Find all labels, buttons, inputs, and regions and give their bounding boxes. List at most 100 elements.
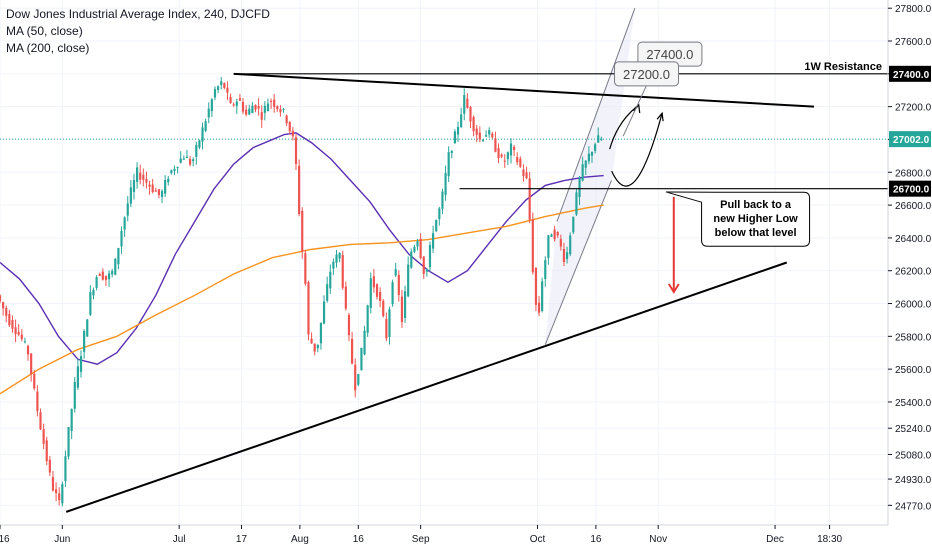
candle-body (294, 137, 298, 165)
callout-line (622, 85, 647, 137)
candle-body (425, 268, 428, 272)
candle-body (597, 135, 600, 143)
candle-body (248, 108, 251, 115)
price-tick-label: 26600.0 (895, 201, 932, 212)
candle-body (410, 251, 413, 268)
candle-body (45, 440, 48, 462)
candle-body (5, 307, 8, 316)
candle-body (188, 158, 192, 165)
candle-body (385, 318, 388, 339)
candle-body (403, 291, 407, 318)
time-axis-bg (0, 525, 932, 550)
chart-legend: Dow Jones Industrial Average Index, 240,… (6, 6, 270, 57)
price-tick-label: 24930.0 (895, 475, 932, 486)
candle-body (151, 184, 154, 193)
candle-body (64, 456, 67, 482)
candle-body (185, 156, 189, 158)
price-tick-label: 25240.0 (895, 424, 932, 435)
forecast-arrow-up-1 (609, 104, 640, 150)
candle-body (503, 160, 506, 162)
annotation-callout (665, 191, 811, 247)
candle-body (481, 139, 485, 141)
candle-body (251, 105, 254, 114)
candle-body (201, 127, 204, 142)
candle-body (223, 83, 226, 89)
candle-body (375, 284, 379, 297)
candle-body (506, 152, 509, 160)
candle-body (167, 178, 170, 183)
legend-ma50[interactable]: MA (50, close) (6, 24, 83, 38)
pullback-arrowhead (667, 283, 680, 294)
candle-body (30, 353, 33, 374)
candle-body (335, 254, 338, 263)
candle-body (288, 121, 291, 132)
candle-body (126, 203, 129, 216)
candle-body (241, 101, 245, 112)
candle-body (438, 208, 441, 220)
candle-body (76, 366, 79, 388)
candle-body (450, 150, 453, 154)
candle-body (104, 275, 108, 280)
candle-body (441, 191, 444, 209)
candle-body (338, 253, 341, 259)
candle-body (463, 95, 466, 114)
candle-body (182, 158, 185, 160)
candle-body (397, 274, 400, 295)
candle-body (154, 190, 157, 192)
candle-body (83, 331, 86, 352)
level-badge (889, 65, 931, 82)
candle-body (584, 160, 587, 168)
candle-body (42, 429, 45, 444)
candle-body (238, 98, 242, 101)
candle-body (366, 305, 369, 333)
candle-body (307, 282, 310, 335)
candle-body (245, 109, 248, 115)
time-tick-label: 18:30 (817, 534, 842, 545)
candle-body (534, 267, 538, 305)
candle-body (279, 109, 282, 113)
candle-body (332, 261, 335, 269)
candle-body (198, 140, 201, 148)
candle-body (344, 286, 347, 309)
price-tick-label: 26200.0 (895, 267, 932, 278)
candle-body (413, 246, 416, 252)
forecast-arrow-up-2 (611, 113, 663, 187)
candle-body (114, 258, 117, 275)
candle-body (276, 106, 279, 110)
candle-body (160, 191, 164, 198)
candle-body (456, 126, 460, 135)
candle-body (447, 152, 450, 177)
candle-body (195, 144, 198, 157)
price-tick-label: 24770.0 (895, 501, 932, 512)
candle-body (170, 170, 173, 174)
legend-ma200[interactable]: MA (200, close) (6, 41, 90, 55)
ma50-line (0, 132, 604, 365)
candle-body (120, 230, 123, 247)
level-badge (889, 180, 931, 197)
arrowhead (656, 111, 664, 122)
candle-body (313, 343, 316, 352)
candle-body (419, 238, 422, 259)
candle-body (26, 345, 30, 355)
price-tick-label: 27600.0 (895, 37, 932, 48)
candle-body (466, 98, 469, 108)
candle-body (210, 99, 213, 112)
candle-body (235, 101, 238, 106)
time-axis: 16 Jun Jul 17 Aug 16 Sep Oct 16 Nov Dec 18:30 (0, 525, 843, 545)
candle-body (472, 117, 475, 132)
candle-body (435, 220, 438, 232)
time-tick-label: Aug (291, 534, 309, 545)
candle-body (89, 292, 92, 315)
candle-body (444, 173, 447, 195)
candle-body (322, 301, 326, 324)
candle-body (432, 233, 435, 249)
candle-body (54, 489, 58, 494)
rising-support-trendline (65, 261, 788, 513)
candle-body (145, 178, 148, 183)
chart-title: Dow Jones Industrial Average Index, 240,… (6, 7, 270, 21)
candle-body (226, 87, 229, 93)
candle-body (58, 493, 61, 501)
price-tick-label: 25600.0 (895, 365, 932, 376)
candle-body (0, 295, 2, 302)
